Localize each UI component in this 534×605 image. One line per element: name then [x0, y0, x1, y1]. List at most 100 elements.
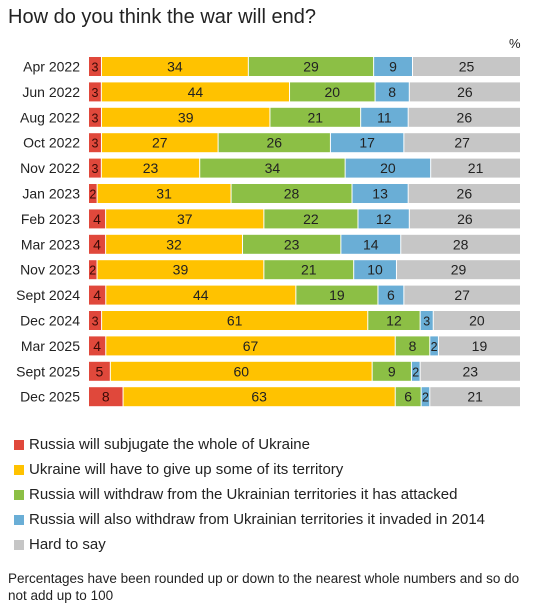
- category-label: Nov 2022: [20, 160, 80, 176]
- data-label: 9: [389, 59, 397, 75]
- bar-segment: [354, 260, 396, 280]
- data-label: 26: [457, 84, 473, 100]
- category-label: Oct 2022: [23, 135, 80, 151]
- category-label: Dec 2024: [20, 313, 80, 329]
- data-label: 20: [380, 160, 396, 176]
- bar-segment: [264, 209, 358, 229]
- data-label: 34: [265, 160, 281, 176]
- data-label: 34: [167, 59, 183, 75]
- bar-segment: [341, 234, 401, 254]
- data-label: 19: [472, 338, 488, 354]
- bar-segment: [404, 285, 520, 305]
- bar-segment: [330, 133, 404, 153]
- data-label: 26: [457, 211, 473, 227]
- legend-item: Russia will subjugate the whole of Ukrai…: [14, 432, 485, 457]
- legend-swatch: [14, 464, 24, 475]
- data-label: 29: [451, 262, 467, 278]
- bar-segment: [421, 387, 430, 407]
- data-label: 21: [467, 389, 483, 405]
- bar-segment: [89, 107, 101, 127]
- category-label: Sept 2024: [16, 287, 80, 303]
- data-label: 28: [284, 186, 300, 202]
- legend-label: Russia will also withdraw from Ukrainian…: [29, 511, 486, 528]
- data-label: 20: [325, 84, 341, 100]
- data-label: 32: [166, 236, 182, 252]
- bar-segment: [101, 133, 218, 153]
- legend: Russia will subjugate the whole of Ukrai…: [14, 432, 485, 557]
- bar-segment: [106, 336, 395, 356]
- data-label: 23: [143, 160, 159, 176]
- data-label: 27: [152, 135, 168, 151]
- category-label: Aug 2022: [20, 109, 80, 125]
- data-label: 13: [372, 186, 388, 202]
- bar-segment: [89, 387, 123, 407]
- category-label: Jan 2023: [22, 186, 80, 202]
- data-label: 9: [388, 363, 396, 379]
- bar-segment: [89, 234, 106, 254]
- legend-swatch: [14, 489, 24, 500]
- bar-segment: [408, 184, 520, 203]
- data-label: 8: [409, 338, 417, 354]
- data-label: 3: [92, 111, 99, 125]
- bar-segment: [290, 82, 375, 102]
- legend-item: Hard to say: [14, 532, 485, 557]
- legend-swatch: [14, 514, 24, 525]
- bar-segment: [409, 82, 520, 102]
- category-label: Apr 2022: [23, 59, 80, 75]
- bar-segment: [89, 158, 101, 178]
- bar-segment: [89, 285, 106, 305]
- bar-segment: [264, 260, 354, 280]
- bar-segment: [352, 184, 408, 203]
- bar-segment: [89, 184, 97, 203]
- bar-segment: [404, 133, 520, 153]
- data-label: 2: [412, 365, 419, 379]
- bar-segment: [431, 158, 520, 178]
- bar-segment: [374, 57, 412, 76]
- bar-segment: [89, 133, 101, 153]
- data-label: 21: [301, 262, 317, 278]
- footnote: Percentages have been rounded up or down…: [8, 571, 520, 603]
- bar-segment: [409, 209, 520, 229]
- data-label: 31: [156, 186, 172, 202]
- data-label: 61: [227, 313, 243, 329]
- data-label: 26: [457, 109, 473, 125]
- unit-label: %: [509, 36, 521, 51]
- data-label: 4: [93, 236, 101, 252]
- legend-item: Russia will also withdraw from Ukrainian…: [14, 507, 485, 532]
- data-label: 2: [431, 340, 438, 354]
- bar-segment: [248, 57, 374, 76]
- bar-segment: [413, 57, 520, 76]
- bar-segment: [218, 133, 330, 153]
- bar-segment: [97, 184, 231, 203]
- data-label: 10: [367, 262, 383, 278]
- data-label: 2: [89, 188, 96, 202]
- data-label: 8: [102, 389, 110, 405]
- data-label: 22: [303, 211, 319, 227]
- bar-segment: [231, 184, 352, 203]
- bar-segment: [110, 361, 372, 381]
- bar-segment: [102, 311, 368, 330]
- legend-label: Russia will subjugate the whole of Ukrai…: [29, 436, 310, 453]
- bar-segment: [101, 158, 200, 178]
- data-label: 26: [266, 135, 282, 151]
- bar-segment: [408, 107, 520, 127]
- data-label: 11: [377, 109, 392, 125]
- data-label: 67: [243, 338, 259, 354]
- bar-segment: [401, 234, 520, 254]
- data-label: 44: [193, 287, 209, 303]
- legend-item: Russia will withdraw from the Ukrainian …: [14, 482, 485, 507]
- data-label: 3: [423, 315, 430, 329]
- data-label: 37: [177, 211, 193, 227]
- data-label: 12: [376, 211, 392, 227]
- category-label: Feb 2023: [21, 211, 80, 227]
- bar-segment: [438, 336, 520, 356]
- bar-segment: [361, 107, 408, 127]
- legend-item: Ukraine will have to give up some of its…: [14, 457, 485, 482]
- legend-label: Hard to say: [29, 536, 106, 553]
- bar-segment: [101, 57, 248, 76]
- data-label: 39: [178, 109, 194, 125]
- category-label: Mar 2023: [21, 236, 80, 252]
- data-label: 3: [91, 162, 98, 176]
